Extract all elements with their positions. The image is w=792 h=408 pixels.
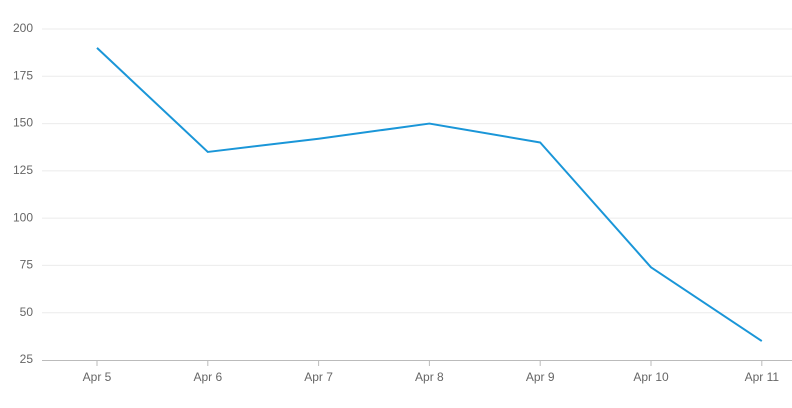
y-tick-label: 125	[13, 163, 33, 177]
line-series	[96, 47, 763, 342]
y-tick-label: 200	[13, 21, 33, 35]
x-tick-label: Apr 5	[83, 370, 112, 384]
y-tick-label: 50	[20, 305, 34, 319]
x-tick-label: Apr 7	[304, 370, 333, 384]
y-tick-label: 25	[20, 352, 34, 366]
x-tick-label: Apr 8	[415, 370, 444, 384]
x-tick-label: Apr 6	[193, 370, 222, 384]
x-tick-label: Apr 11	[745, 370, 780, 384]
y-tick-label: 75	[20, 258, 34, 272]
y-tick-label: 150	[13, 116, 33, 130]
y-tick-label: 100	[13, 210, 33, 224]
x-tick-label: Apr 9	[526, 370, 555, 384]
x-tick-label: Apr 10	[633, 370, 669, 384]
y-tick-label: 175	[13, 68, 33, 82]
